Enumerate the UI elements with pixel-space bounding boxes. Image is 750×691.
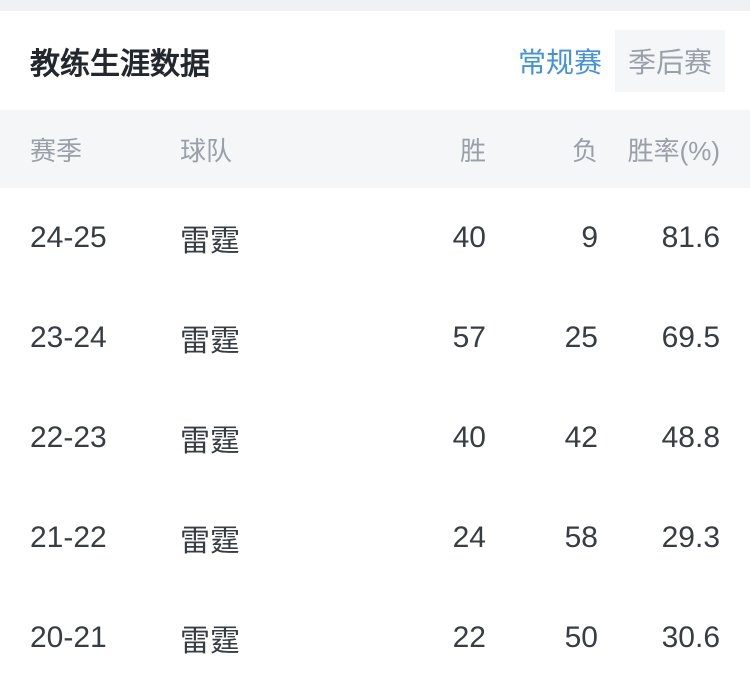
- cell-team: 雷霆: [180, 225, 240, 258]
- cell-season: 20-21: [30, 621, 107, 654]
- cell-season: 24-25: [30, 221, 107, 254]
- cell-win-pct: 69.5: [661, 321, 720, 354]
- col-header-team: 球队: [180, 135, 233, 166]
- col-header-win-pct: 胜率(%): [627, 135, 720, 166]
- cell-win-pct: 48.8: [661, 421, 720, 454]
- tab-regular-season[interactable]: 常规赛: [505, 29, 615, 92]
- cell-wins: 57: [452, 321, 486, 354]
- cell-team: 雷霆: [180, 425, 240, 458]
- cell-season: 22-23: [30, 421, 107, 454]
- cell-losses: 50: [564, 621, 598, 654]
- cell-wins: 40: [452, 421, 486, 454]
- table-row: 21-22 雷霆 24 58 29.3: [0, 488, 750, 588]
- cell-win-pct: 30.6: [661, 621, 720, 654]
- col-header-season: 赛季: [30, 135, 83, 166]
- page-top-strip: [0, 0, 750, 11]
- cell-team: 雷霆: [180, 325, 240, 358]
- cell-losses: 9: [581, 221, 598, 254]
- cell-team: 雷霆: [180, 525, 240, 558]
- col-header-losses: 负: [571, 135, 598, 166]
- cell-losses: 58: [564, 521, 598, 554]
- cell-losses: 25: [564, 321, 598, 354]
- cell-season: 23-24: [30, 321, 107, 354]
- cell-win-pct: 81.6: [661, 221, 720, 254]
- table-row: 24-25 雷霆 40 9 81.6: [0, 188, 750, 288]
- cell-wins: 22: [452, 621, 486, 654]
- table-row: 20-21 雷霆 22 50 30.6: [0, 588, 750, 688]
- cell-team: 雷霆: [180, 625, 240, 658]
- table-row: 22-23 雷霆 40 42 48.8: [0, 388, 750, 488]
- table-body: 24-25 雷霆 40 9 81.6 23-24 雷霆 57 25 69.5 2…: [0, 188, 750, 688]
- col-header-wins: 胜: [459, 135, 486, 166]
- cell-wins: 40: [452, 221, 486, 254]
- tab-playoffs[interactable]: 季后赛: [627, 46, 712, 78]
- card-header: 教练生涯数据 常规赛 季后赛: [0, 11, 750, 110]
- season-type-tab-group: 常规赛 季后赛: [505, 29, 725, 92]
- cell-losses: 42: [564, 421, 598, 454]
- table-header-row: 赛季 球队 胜 负 胜率(%): [0, 110, 750, 188]
- table-row: 23-24 雷霆 57 25 69.5: [0, 288, 750, 388]
- card-title: 教练生涯数据: [30, 47, 210, 81]
- cell-win-pct: 29.3: [661, 521, 720, 554]
- cell-season: 21-22: [30, 521, 107, 554]
- cell-wins: 24: [452, 521, 486, 554]
